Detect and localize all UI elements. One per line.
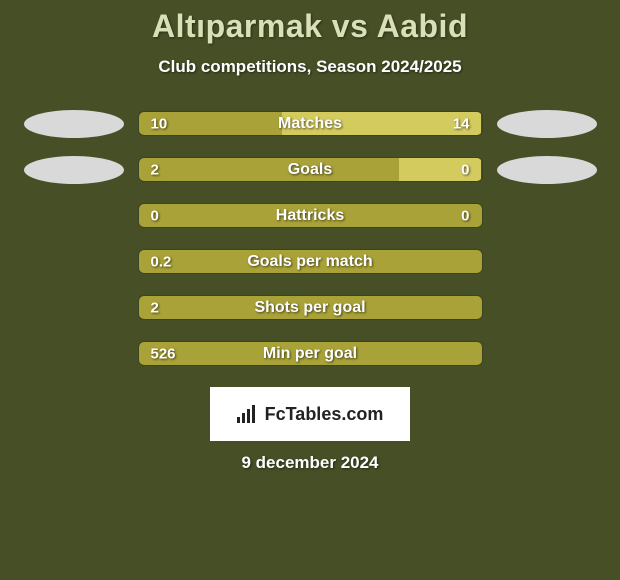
stat-label: Hattricks: [276, 207, 344, 225]
spacer: [497, 294, 597, 322]
title-player-right: Aabid: [377, 8, 468, 44]
value-right: 14: [453, 115, 470, 132]
stat-bar: 526 Min per goal: [138, 341, 483, 366]
stat-label: Goals per match: [247, 253, 372, 271]
main-container: Altıparmak vs Aabid Club competitions, S…: [0, 0, 620, 473]
value-left: 526: [151, 345, 176, 362]
spacer: [497, 248, 597, 276]
spacer: [24, 202, 124, 230]
spacer: [497, 202, 597, 230]
date-label: 9 december 2024: [10, 453, 610, 473]
spacer: [24, 294, 124, 322]
value-left: 10: [151, 115, 168, 132]
stat-bar: 0.2 Goals per match: [138, 249, 483, 274]
player-right-badge: [497, 110, 597, 138]
subtitle: Club competitions, Season 2024/2025: [10, 57, 610, 77]
stat-row: 2 0 Goals: [30, 157, 590, 182]
logo-text: FcTables.com: [265, 404, 384, 425]
bar-segment-left: [139, 158, 400, 181]
stat-label: Matches: [278, 115, 342, 133]
player-left-badge: [24, 110, 124, 138]
stat-row: 526 Min per goal: [30, 341, 590, 366]
comparison-chart: 10 14 Matches 2 0 Goals 0 0 Hattricks 0.2 Goals pe…: [10, 111, 610, 366]
value-right: 0: [461, 161, 469, 178]
stat-row: 0.2 Goals per match: [30, 249, 590, 274]
value-left: 0.2: [151, 253, 172, 270]
source-logo: FcTables.com: [210, 387, 410, 441]
stat-label: Min per goal: [263, 345, 357, 363]
stat-bar: 10 14 Matches: [138, 111, 483, 136]
title-player-left: Altıparmak: [152, 8, 322, 44]
stat-label: Shots per goal: [254, 299, 365, 317]
stat-bar: 2 Shots per goal: [138, 295, 483, 320]
player-right-badge: [497, 156, 597, 184]
value-left: 0: [151, 207, 159, 224]
bar-chart-icon: [237, 405, 259, 423]
value-left: 2: [151, 161, 159, 178]
stat-row: 0 0 Hattricks: [30, 203, 590, 228]
spacer: [497, 340, 597, 368]
stat-row: 2 Shots per goal: [30, 295, 590, 320]
title-vs: vs: [332, 8, 369, 44]
spacer: [24, 340, 124, 368]
stat-row: 10 14 Matches: [30, 111, 590, 136]
stat-bar: 0 0 Hattricks: [138, 203, 483, 228]
page-title: Altıparmak vs Aabid: [10, 8, 610, 45]
stat-bar: 2 0 Goals: [138, 157, 483, 182]
value-left: 2: [151, 299, 159, 316]
spacer: [24, 248, 124, 276]
value-right: 0: [461, 207, 469, 224]
stat-label: Goals: [288, 161, 332, 179]
player-left-badge: [24, 156, 124, 184]
